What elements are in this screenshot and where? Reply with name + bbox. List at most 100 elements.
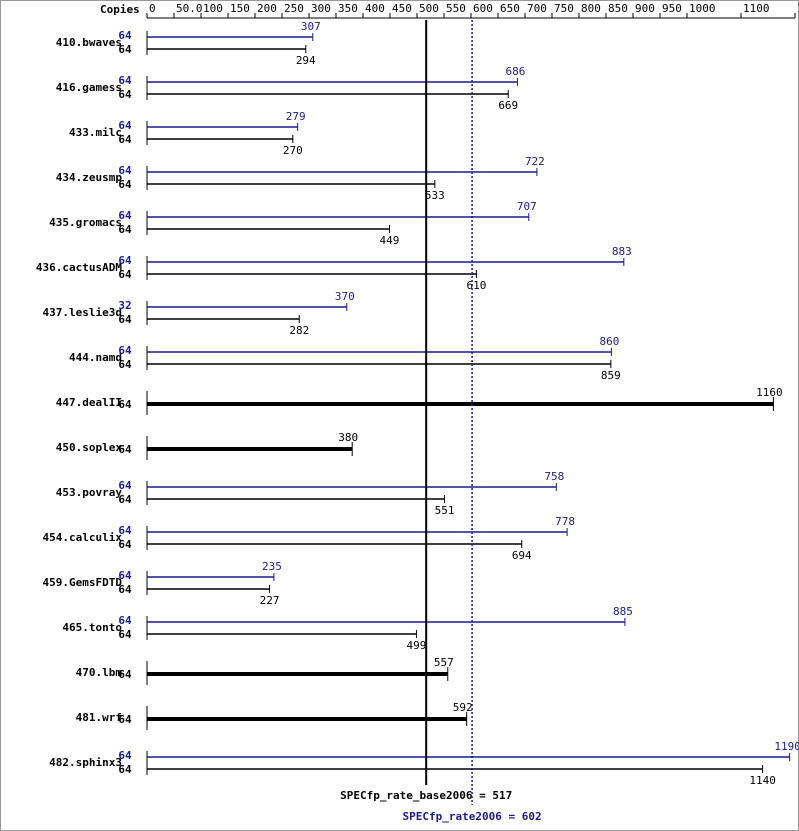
copies-label: 64 (118, 628, 132, 641)
copies-label: 64 (118, 358, 132, 371)
x-tick-label: 500 (419, 2, 439, 15)
value-label: 1160 (756, 386, 783, 399)
category-label: 454.calculix (43, 531, 123, 544)
value-label: 282 (289, 324, 309, 337)
value-label: 610 (466, 279, 486, 292)
copies-label: 64 (118, 254, 132, 267)
copies-label: 64 (118, 223, 132, 236)
value-label: 669 (498, 99, 518, 112)
copies-label: 64 (118, 178, 132, 191)
x-tick-label: 300 (311, 2, 331, 15)
copies-label: 64 (118, 668, 132, 681)
copies-label: 64 (118, 749, 132, 762)
copies-header: Copies (100, 3, 140, 16)
x-tick-label: 400 (365, 2, 385, 15)
x-tick-label: 50.0 (176, 2, 203, 15)
category-label: 447.dealII (56, 396, 122, 409)
x-tick-label: 550 (446, 2, 466, 15)
x-tick-label: 850 (608, 2, 628, 15)
category-label: 459.GemsFDTD (43, 576, 123, 589)
value-label: 860 (599, 335, 619, 348)
value-label: 686 (506, 65, 526, 78)
copies-label: 64 (118, 583, 132, 596)
category-label: 416.gamess (56, 81, 122, 94)
copies-label: 64 (118, 763, 132, 776)
category-label: 470.lbm (76, 666, 123, 679)
value-label: 307 (301, 20, 321, 33)
category-label: 434.zeusmp (56, 171, 123, 184)
x-tick-label: 600 (473, 2, 493, 15)
copies-label: 64 (118, 344, 132, 357)
copies-label: 64 (118, 479, 132, 492)
value-label: 557 (434, 656, 454, 669)
reference-label: SPECfp_rate_base2006 = 517 (340, 789, 512, 802)
x-tick-label: 150 (230, 2, 250, 15)
copies-label: 64 (118, 209, 132, 222)
copies-label: 64 (118, 119, 132, 132)
x-tick-label: 700 (527, 2, 547, 15)
copies-label: 64 (118, 524, 132, 537)
value-label: 270 (283, 144, 303, 157)
category-label: 444.namd (69, 351, 122, 364)
value-label: 380 (338, 431, 358, 444)
x-tick-label: 1100 (743, 2, 770, 15)
x-tick-label: 1000 (689, 2, 716, 15)
x-tick-label: 0 (149, 2, 156, 15)
copies-label: 64 (118, 443, 132, 456)
x-tick-label: 350 (338, 2, 358, 15)
value-label: 235 (262, 560, 282, 573)
value-label: 370 (335, 290, 355, 303)
x-tick-label: 950 (662, 2, 682, 15)
value-label: 1190 (774, 740, 799, 753)
value-label: 1140 (749, 774, 776, 787)
x-tick-label: 800 (581, 2, 601, 15)
category-label: 435.gromacs (49, 216, 122, 229)
value-label: 592 (453, 701, 473, 714)
value-label: 227 (260, 594, 280, 607)
copies-label: 64 (118, 43, 132, 56)
copies-label: 64 (118, 313, 132, 326)
value-label: 758 (544, 470, 564, 483)
copies-label: 64 (118, 614, 132, 627)
value-label: 859 (601, 369, 621, 382)
value-label: 883 (612, 245, 632, 258)
copies-label: 64 (118, 713, 132, 726)
category-label: 433.milc (69, 126, 122, 139)
value-label: 449 (380, 234, 400, 247)
category-label: 465.tonto (62, 621, 122, 634)
value-label: 499 (407, 639, 427, 652)
copies-label: 64 (118, 569, 132, 582)
value-label: 294 (296, 54, 316, 67)
copies-label: 64 (118, 398, 132, 411)
category-label: 450.soplex (56, 441, 123, 454)
value-label: 279 (286, 110, 306, 123)
value-label: 778 (555, 515, 575, 528)
x-tick-label: 200 (257, 2, 277, 15)
copies-label: 64 (118, 29, 132, 42)
value-label: 533 (425, 189, 445, 202)
copies-label: 64 (118, 164, 132, 177)
value-label: 707 (517, 200, 537, 213)
x-tick-label: 100 (203, 2, 223, 15)
category-label: 481.wrf (76, 711, 122, 724)
category-label: 437.leslie3d (43, 306, 122, 319)
x-tick-label: 450 (392, 2, 412, 15)
value-label: 551 (435, 504, 455, 517)
category-label: 453.povray (56, 486, 123, 499)
value-label: 885 (613, 605, 633, 618)
copies-label: 64 (118, 88, 132, 101)
x-tick-label: 650 (500, 2, 520, 15)
category-label: 482.sphinx3 (49, 756, 122, 769)
copies-label: 64 (118, 268, 132, 281)
copies-label: 64 (118, 493, 132, 506)
category-label: 436.cactusADM (36, 261, 122, 274)
copies-label: 64 (118, 133, 132, 146)
value-label: 722 (525, 155, 545, 168)
copies-label: 64 (118, 538, 132, 551)
x-tick-label: 750 (554, 2, 574, 15)
value-label: 694 (512, 549, 532, 562)
x-tick-label: 900 (635, 2, 655, 15)
copies-label: 64 (118, 74, 132, 87)
